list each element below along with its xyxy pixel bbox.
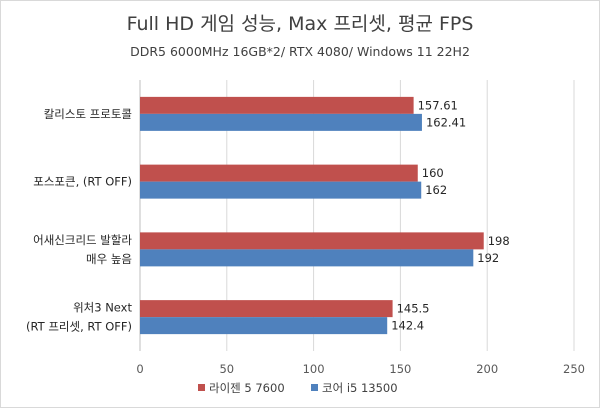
legend-swatch [311,384,318,391]
data-label: 157.61 [418,98,458,112]
category-label: (RT 프리셋, RT OFF) [26,320,132,334]
bar [140,300,393,318]
bar [140,113,422,131]
chart-title: Full HD 게임 성능, Max 프리셋, 평균 FPS [127,13,474,35]
category-label: 위처3 Next [73,301,132,315]
bar [140,96,414,114]
x-tick-label: 200 [476,362,498,376]
category-label: 포스포큰, (RT OFF) [33,175,132,189]
category-label: 칼리스토 프로토콜 [44,107,132,121]
bar [140,317,388,335]
data-label: 162 [425,183,447,197]
x-axis-ticks: 0 50 100 150 200 250 [136,362,585,376]
x-tick-label: 150 [389,362,411,376]
x-tick-label: 100 [303,362,325,376]
legend-swatch [198,384,205,391]
data-label: 145.5 [397,302,430,316]
data-labels: 157.61 162.41 160 162 198 192 145.5 142.4 [391,98,509,332]
data-label: 162.41 [426,115,466,129]
data-label: 198 [488,234,510,248]
legend: 라이젠 5 7600 코어 i5 13500 [198,381,398,395]
x-tick-label: 50 [219,362,234,376]
bar [140,181,422,199]
data-label: 160 [422,166,444,180]
bar [140,164,418,182]
chart-subtitle: DDR5 6000MHz 16GB*2/ RTX 4080/ Windows 1… [130,44,470,59]
category-label: 어새신크리드 발할라 [33,233,132,247]
bars [140,96,484,335]
category-label: 매우 높음 [86,252,132,266]
bar [140,249,474,267]
legend-label: 코어 i5 13500 [322,381,398,395]
legend-label: 라이젠 5 7600 [209,381,285,395]
data-label: 192 [477,251,499,265]
data-label: 142.4 [391,319,424,333]
bar [140,232,484,250]
x-tick-label: 250 [563,362,585,376]
x-tick-label: 0 [136,362,143,376]
